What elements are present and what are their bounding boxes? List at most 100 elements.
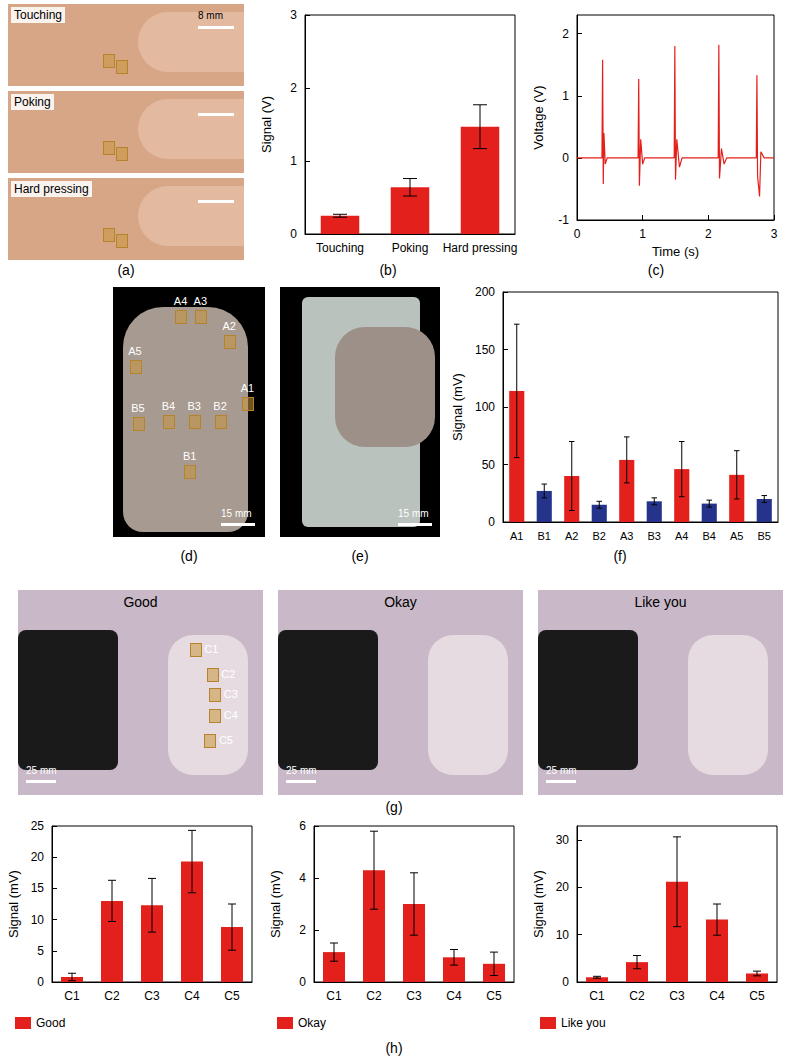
svg-text:10: 10	[31, 913, 45, 927]
svg-text:B1: B1	[538, 530, 551, 542]
svg-text:2: 2	[299, 923, 306, 937]
svg-text:0: 0	[574, 227, 581, 241]
svg-text:A1: A1	[510, 530, 523, 542]
html-text:A5: A5	[128, 344, 142, 357]
html-text:A4: A4	[173, 294, 188, 307]
svg-text:B5: B5	[758, 530, 771, 542]
svg-text:C3: C3	[669, 989, 685, 1003]
svg-text:Time (s): Time (s)	[652, 244, 699, 259]
svg-text:C1: C1	[326, 989, 342, 1003]
svg-text:C3: C3	[406, 989, 422, 1003]
html-text:A3: A3	[193, 294, 207, 307]
svg-text:Voltage (V): Voltage (V)	[531, 85, 546, 149]
svg-text:C4: C4	[184, 989, 200, 1003]
html-text:C1: C1	[204, 643, 219, 656]
svg-text:3: 3	[290, 8, 297, 22]
html-text:(e): (e)	[351, 548, 369, 564]
svg-text:Signal (mV): Signal (mV)	[268, 870, 283, 938]
html-text:(h): (h)	[385, 1040, 403, 1056]
html-text:15 mm: 15 mm	[221, 508, 252, 519]
svg-text:Signal (mV): Signal (mV)	[6, 870, 21, 938]
html-text:Poking: Poking	[14, 95, 51, 109]
html-text:B1: B1	[182, 449, 197, 462]
svg-text:A2: A2	[565, 530, 578, 542]
svg-text:2: 2	[705, 227, 712, 241]
html-text:Hard pressing: Hard pressing	[14, 182, 89, 196]
svg-text:3: 3	[771, 227, 778, 241]
svg-text:Signal (V): Signal (V)	[259, 96, 274, 153]
svg-text:Touching: Touching	[316, 241, 364, 255]
svg-text:200: 200	[475, 285, 495, 299]
svg-text:0: 0	[299, 975, 306, 989]
html-text:Good: Good	[123, 594, 158, 610]
html-text:C5: C5	[218, 733, 233, 746]
html-text:(a): (a)	[117, 262, 135, 278]
svg-text:B4: B4	[703, 530, 716, 542]
svg-text:A4: A4	[675, 530, 688, 542]
svg-text:100: 100	[475, 400, 495, 414]
html-text:Like you: Like you	[634, 594, 687, 610]
svg-text:0: 0	[37, 975, 44, 989]
svg-text:0: 0	[562, 975, 569, 989]
svg-text:5: 5	[37, 944, 44, 958]
html-text:Touching: Touching	[14, 8, 62, 22]
svg-text:0: 0	[562, 151, 569, 165]
svg-text:Like you: Like you	[561, 1016, 606, 1030]
html-text:(f): (f)	[613, 548, 627, 564]
html-text:A1: A1	[240, 382, 255, 394]
svg-text:Good: Good	[36, 1016, 65, 1030]
svg-text:C2: C2	[104, 989, 120, 1003]
svg-text:B2: B2	[593, 530, 606, 542]
svg-text:2: 2	[562, 27, 569, 41]
svg-text:A3: A3	[620, 530, 633, 542]
svg-text:25: 25	[31, 819, 45, 833]
svg-text:-1: -1	[558, 213, 569, 227]
svg-text:0: 0	[488, 515, 495, 529]
svg-text:C3: C3	[144, 989, 160, 1003]
svg-text:20: 20	[556, 880, 570, 894]
html-text:B3: B3	[187, 399, 201, 412]
svg-text:C1: C1	[589, 989, 605, 1003]
svg-text:20: 20	[31, 850, 45, 864]
html-text:(d): (d)	[180, 548, 198, 564]
svg-text:1: 1	[290, 154, 297, 168]
svg-text:C2: C2	[629, 989, 645, 1003]
html-text:Okay: Okay	[384, 594, 417, 610]
svg-text:Signal (mV): Signal (mV)	[450, 373, 465, 441]
html-text:C2: C2	[221, 667, 236, 680]
svg-text:A5: A5	[730, 530, 743, 542]
svg-text:C5: C5	[224, 989, 240, 1003]
html-text:(b): (b)	[379, 262, 397, 278]
html-text:(g): (g)	[385, 799, 403, 815]
html-text:A2: A2	[222, 319, 236, 332]
svg-text:Hard pressing: Hard pressing	[443, 241, 518, 255]
svg-text:C4: C4	[446, 989, 462, 1003]
svg-text:4: 4	[299, 871, 306, 885]
svg-text:B3: B3	[648, 530, 661, 542]
svg-text:C5: C5	[486, 989, 502, 1003]
svg-text:C4: C4	[709, 989, 725, 1003]
svg-text:Poking: Poking	[392, 241, 429, 255]
svg-text:6: 6	[299, 819, 306, 833]
svg-text:30: 30	[556, 833, 570, 847]
svg-text:15: 15	[31, 881, 45, 895]
html-text:B4: B4	[161, 399, 176, 412]
svg-text:1: 1	[639, 227, 646, 241]
svg-text:10: 10	[556, 928, 570, 942]
svg-text:1: 1	[562, 89, 569, 103]
svg-text:150: 150	[475, 343, 495, 357]
html-text:(c): (c)	[647, 262, 665, 278]
svg-text:2: 2	[290, 81, 297, 95]
html-text:8 mm: 8 mm	[198, 10, 223, 21]
svg-text:50: 50	[482, 458, 496, 472]
svg-text:C5: C5	[749, 989, 765, 1003]
html-text:B5: B5	[131, 402, 145, 414]
svg-text:C1: C1	[64, 989, 80, 1003]
svg-text:Okay: Okay	[298, 1016, 326, 1030]
svg-text:0: 0	[290, 227, 297, 241]
html-text:C3: C3	[223, 688, 238, 701]
html-text:C4: C4	[223, 708, 238, 721]
html-text:B2: B2	[213, 399, 227, 412]
svg-text:C2: C2	[366, 989, 382, 1003]
svg-text:Signal (mV): Signal (mV)	[531, 870, 546, 938]
